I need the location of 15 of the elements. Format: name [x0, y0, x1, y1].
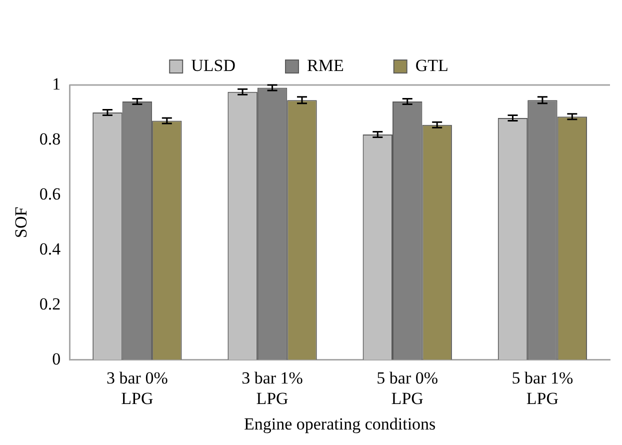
y-tick-label: 1 — [52, 74, 61, 94]
y-tick-label: 0.2 — [39, 294, 61, 314]
y-tick-label: 0.6 — [39, 184, 61, 204]
x-tick-label: 5 bar 1% LPG — [512, 368, 574, 408]
y-axis-title: SOF — [12, 206, 31, 238]
y-tick-label: 0.8 — [39, 129, 61, 148]
legend-label: GTL — [415, 56, 448, 75]
x-tick-label: 3 bar 0% LPG — [106, 368, 168, 408]
legend-label: ULSD — [191, 56, 236, 75]
x-axis-title: Engine operating conditions — [244, 414, 436, 434]
x-tick-label: 3 bar 1% LPG — [242, 368, 303, 408]
x-tick-label: 5 bar 0% LPG — [376, 368, 438, 408]
y-tick-label: 0.4 — [39, 239, 62, 258]
y-tick-label: 0 — [52, 349, 61, 368]
legend-label: RME — [307, 56, 344, 75]
